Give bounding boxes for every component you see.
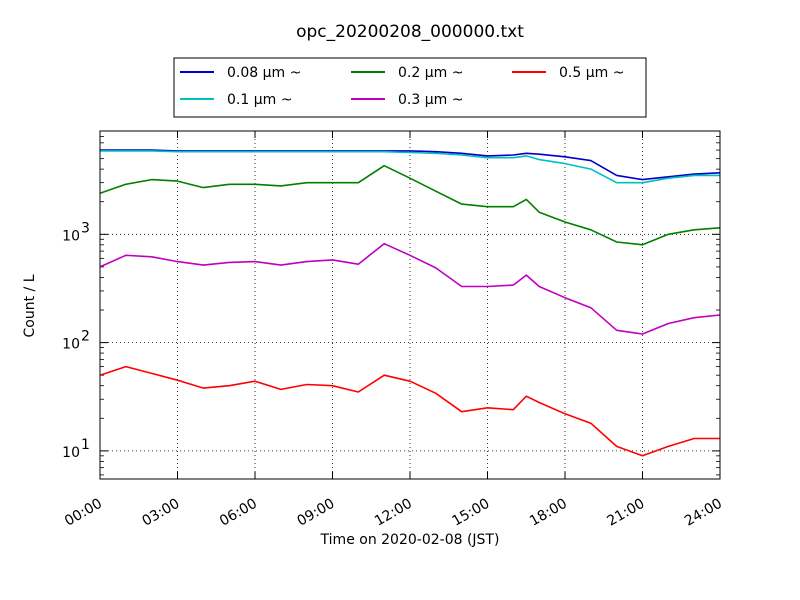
legend-label: 0.1 μm ~: [227, 92, 292, 108]
series-line: [99, 164, 721, 246]
series-line: [99, 242, 721, 335]
x-tick-label: 09:00: [295, 496, 338, 530]
y-tick-label: 10: [62, 445, 80, 461]
legend-frame: [173, 57, 647, 118]
x-tick-label: 24:00: [682, 496, 725, 530]
x-tick-label: 00:00: [62, 496, 105, 530]
y-tick-label: 10: [62, 228, 80, 244]
series-line: [99, 365, 720, 457]
x-tick-label: 06:00: [217, 496, 260, 530]
y-tick-exponent: 3: [81, 220, 90, 236]
y-tick-exponent: 2: [81, 329, 90, 345]
legend-label: 0.5 μm ~: [559, 65, 624, 81]
y-tick-exponent: 1: [81, 437, 90, 453]
x-tick-label: 12:00: [372, 496, 415, 530]
chart-title: opc_20200208_000000.txt: [296, 22, 524, 42]
legend-label: 0.3 μm ~: [398, 92, 463, 108]
x-tick-label: 21:00: [605, 496, 648, 530]
x-tick-label: 03:00: [140, 496, 183, 530]
y-tick-label: 10: [62, 337, 80, 353]
legend-label: 0.2 μm ~: [398, 65, 463, 81]
legend: 0.08 μm ~ 0.1 μm ~ 0.2 μm ~ 0.3 μm ~ 0.5 μm …: [173, 57, 647, 118]
plot-frame: [99, 130, 721, 480]
x-axis-label: Time on 2020-02-08 (JST): [320, 532, 500, 548]
legend-label: 0.08 μm ~: [227, 65, 301, 81]
plot-area: 00:00 03:00 06:00 09:00 12:00 15:00 18:00 21:00…: [62, 130, 725, 530]
series-line: [100, 150, 720, 184]
x-tick-label: 18:00: [527, 496, 570, 530]
x-tick-label: 15:00: [450, 496, 493, 530]
y-axis-label: Count / L: [22, 274, 38, 337]
